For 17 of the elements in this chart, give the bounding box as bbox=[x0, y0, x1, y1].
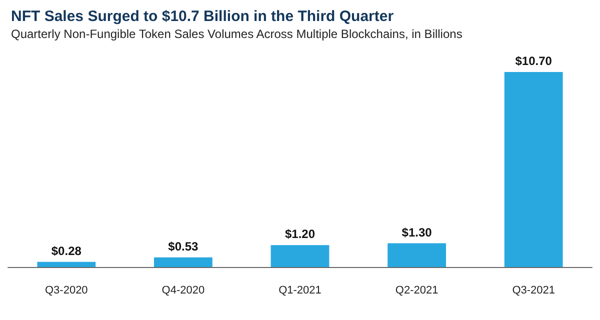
chart-title: NFT Sales Surged to $10.7 Billion in the Third Quarter bbox=[11, 8, 394, 25]
x-tick-label: Q4-2020 bbox=[162, 284, 205, 296]
x-tick-label: Q3-2021 bbox=[512, 284, 556, 296]
data-label: $10.70 bbox=[515, 54, 552, 68]
x-tick-label: Q3-2020 bbox=[44, 284, 88, 296]
data-label: $1.20 bbox=[284, 227, 316, 242]
bar bbox=[388, 243, 446, 267]
bar bbox=[154, 257, 212, 267]
data-label: $0.28 bbox=[51, 244, 82, 258]
bar bbox=[504, 72, 563, 267]
chart-subtitle: Quarterly Non-Fungible Token Sales Volumes Across Multiple Blockchains, in Billions bbox=[11, 27, 462, 41]
data-label: $1.30 bbox=[402, 225, 432, 240]
x-tick-label: Q2-2021 bbox=[395, 284, 438, 296]
bar bbox=[270, 245, 330, 267]
bar bbox=[37, 262, 96, 267]
x-tick-label: Q1-2021 bbox=[278, 284, 322, 296]
data-label: $0.53 bbox=[168, 239, 199, 254]
